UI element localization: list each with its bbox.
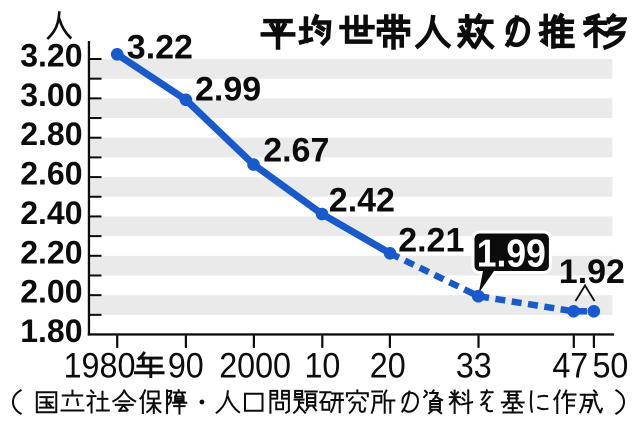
svg-text:2.42: 2.42	[329, 182, 395, 220]
svg-text:2.20: 2.20	[20, 234, 82, 270]
svg-text:2.00: 2.00	[20, 274, 82, 310]
svg-text:3.22: 3.22	[127, 29, 193, 67]
svg-text:50: 50	[592, 346, 628, 386]
svg-text:2.21: 2.21	[398, 221, 464, 259]
svg-text:90: 90	[168, 346, 204, 386]
svg-text:1.99: 1.99	[477, 231, 546, 275]
svg-text:2.99: 2.99	[195, 70, 261, 108]
svg-text:1980: 1980	[64, 346, 136, 386]
svg-text:3.20: 3.20	[20, 38, 82, 74]
svg-text:2.60: 2.60	[20, 156, 82, 192]
svg-text:47: 47	[552, 346, 588, 386]
svg-text:2.67: 2.67	[263, 131, 329, 169]
svg-text:1.92: 1.92	[559, 253, 625, 291]
svg-text:3.00: 3.00	[20, 77, 82, 113]
svg-text:2000: 2000	[219, 346, 291, 386]
svg-text:1.80: 1.80	[20, 313, 82, 349]
svg-text:10: 10	[304, 346, 340, 386]
svg-text:20: 20	[370, 346, 406, 386]
svg-text:2.80: 2.80	[20, 116, 82, 152]
svg-text:2.40: 2.40	[20, 195, 82, 231]
svg-text:33: 33	[456, 346, 492, 386]
